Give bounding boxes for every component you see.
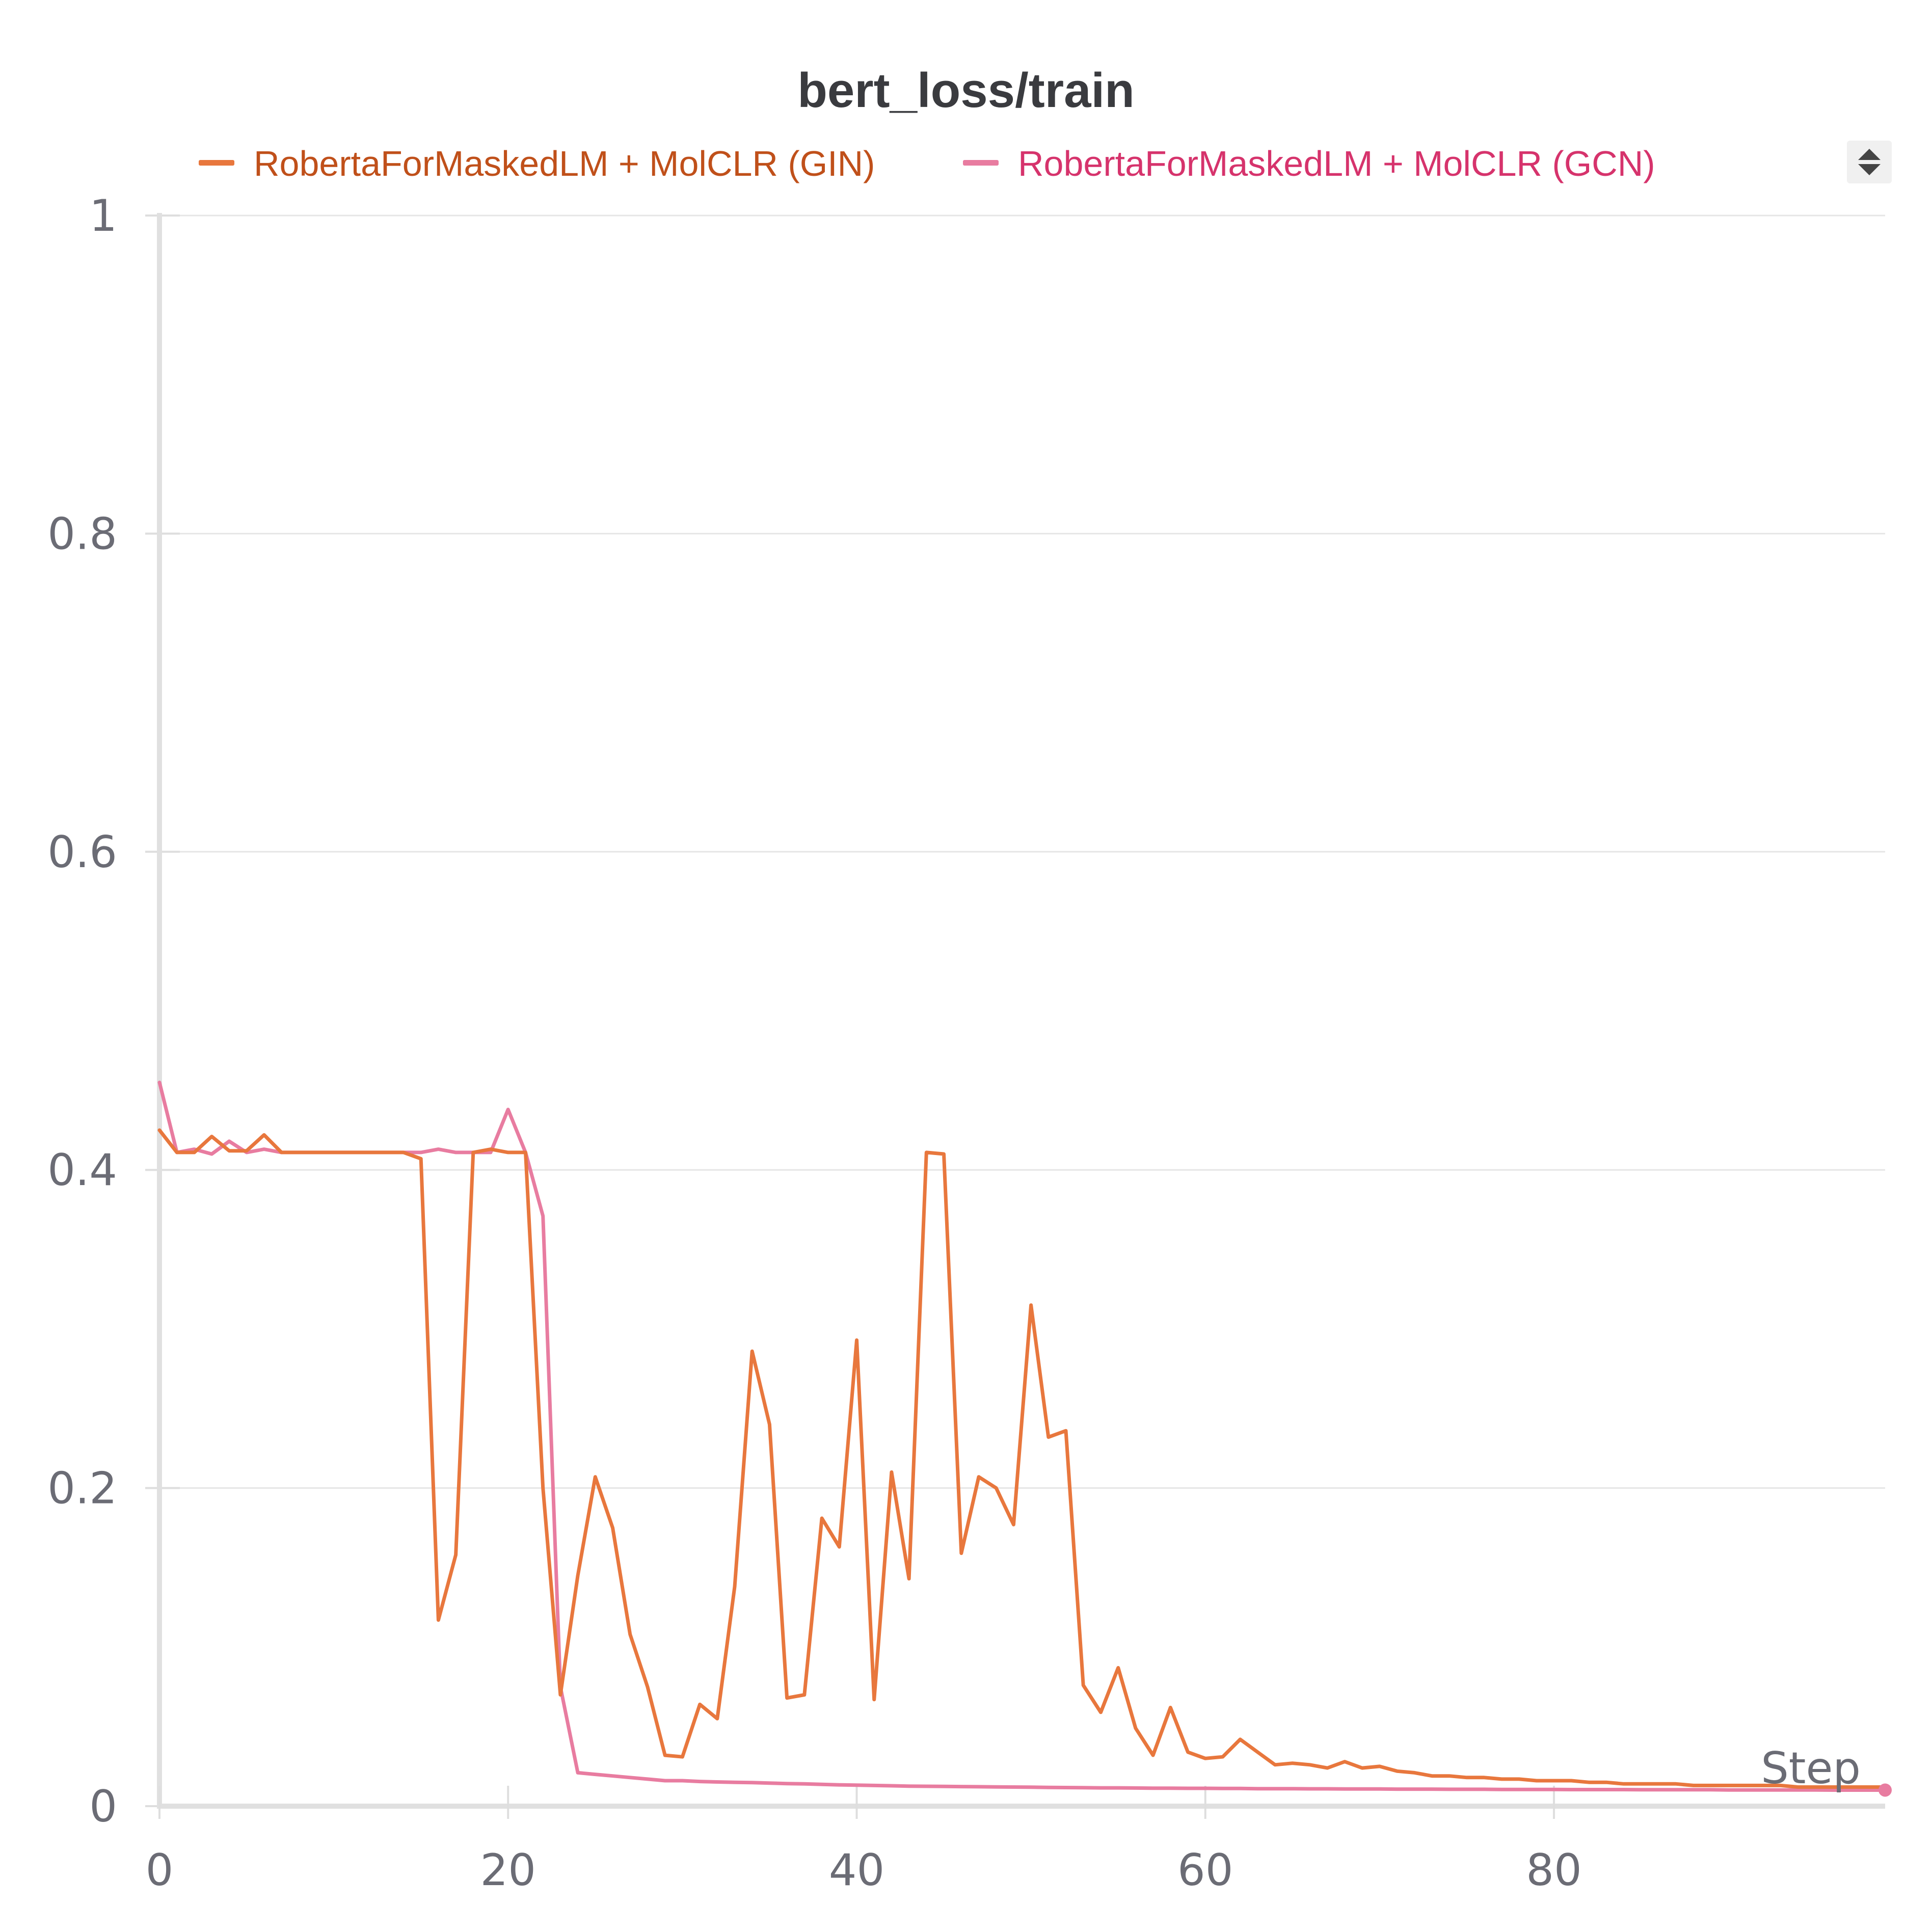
- x-axis-label: Step: [1761, 1743, 1861, 1794]
- series-endpoint-marker: [1879, 1783, 1892, 1797]
- legend: RobertaForMaskedLM + MolCLR (GIN) Robert…: [199, 141, 1892, 183]
- y-tick-label: 0.6: [47, 827, 117, 878]
- x-tick-label: 80: [1526, 1845, 1581, 1896]
- legend-scroll-icon[interactable]: [1847, 141, 1892, 183]
- x-tick-label: 0: [146, 1845, 174, 1896]
- legend-label-gin: RobertaForMaskedLM + MolCLR (GIN): [254, 144, 875, 183]
- legend-label-gcn: RobertaForMaskedLM + MolCLR (GCN): [1018, 144, 1655, 183]
- series-line-gcn[interactable]: [157, 1081, 1887, 1792]
- gridlines: [159, 214, 1885, 1489]
- legend-item-gcn[interactable]: RobertaForMaskedLM + MolCLR (GCN): [963, 144, 1655, 183]
- x-tick-label: 40: [829, 1845, 884, 1896]
- y-tick-label: 0: [89, 1781, 117, 1832]
- y-tick-label: 0.4: [47, 1145, 117, 1196]
- y-tick-label: 0.2: [47, 1463, 117, 1514]
- legend-item-gin[interactable]: RobertaForMaskedLM + MolCLR (GIN): [199, 144, 875, 183]
- legend-swatch-gcn: [963, 160, 999, 166]
- x-tick-label: 60: [1177, 1845, 1233, 1896]
- y-tick-label: 1: [89, 191, 117, 242]
- chart-title: bert_loss/train: [797, 63, 1135, 118]
- axes: [145, 213, 1885, 1819]
- x-tick-label: 20: [480, 1845, 536, 1896]
- legend-swatch-gin: [199, 160, 234, 166]
- tick-labels: 0 0.2 0.4 0.6 0.8 1 0 20 40 60 80: [47, 191, 1581, 1896]
- series-lines: [157, 1081, 1892, 1797]
- series-line-gin[interactable]: [157, 1128, 1887, 1789]
- y-tick-label: 0.8: [47, 508, 117, 559]
